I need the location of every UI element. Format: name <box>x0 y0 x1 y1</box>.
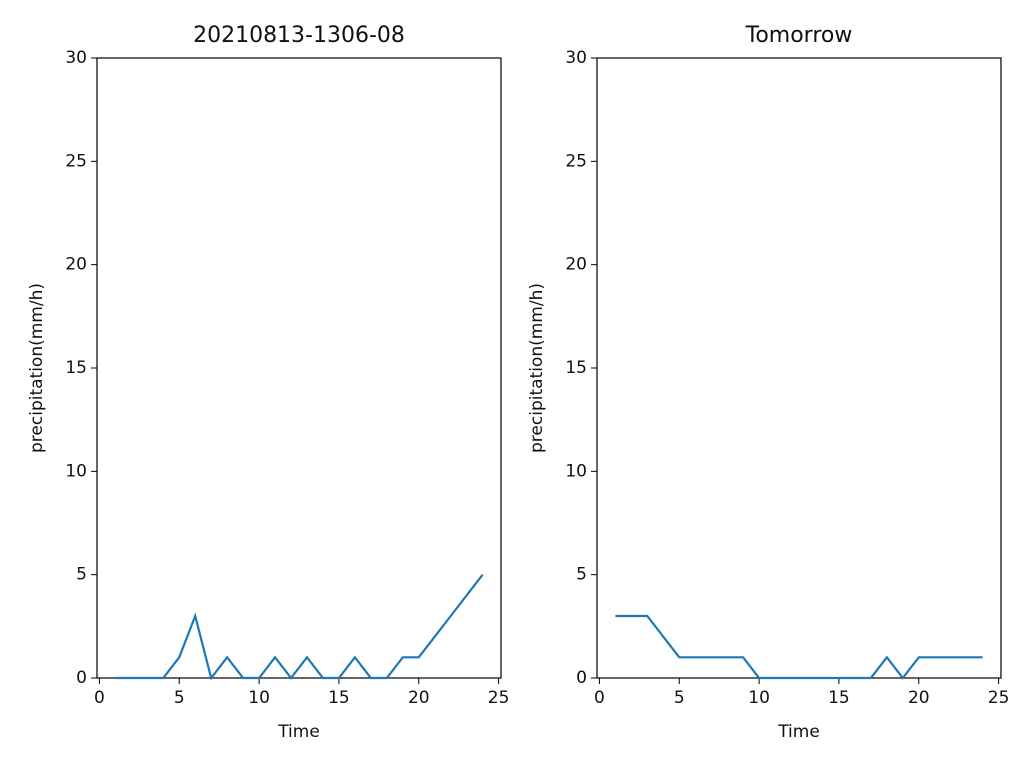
y-tick-label: 5 <box>76 565 87 585</box>
x-tick-label: 10 <box>748 688 770 708</box>
y-tick-label: 10 <box>65 461 87 481</box>
y-axis-label: precipitation(mm/h) <box>527 283 547 453</box>
x-tick-label: 15 <box>828 688 850 708</box>
x-tick-label: 5 <box>674 688 685 708</box>
x-axis-label: Time <box>277 722 320 742</box>
y-tick-label: 30 <box>65 48 87 68</box>
chart-title: 20210813-1306-08 <box>193 23 405 48</box>
plot-frame <box>596 57 1002 679</box>
x-tick-label: 20 <box>408 688 430 708</box>
y-tick-label: 5 <box>576 565 587 585</box>
x-tick-label: 20 <box>908 688 930 708</box>
x-tick-label: 5 <box>174 688 185 708</box>
x-tick-label: 25 <box>988 688 1010 708</box>
x-tick-label: 0 <box>594 688 605 708</box>
data-line <box>115 573 484 681</box>
y-tick-label: 15 <box>565 358 587 378</box>
y-tick-label: 20 <box>565 255 587 275</box>
y-tick-label: 30 <box>565 48 587 68</box>
y-tick-label: 0 <box>576 668 587 688</box>
y-tick-label: 20 <box>65 255 87 275</box>
y-axis-label: precipitation(mm/h) <box>27 283 47 453</box>
y-tick-label: 0 <box>76 668 87 688</box>
x-tick-label: 0 <box>94 688 105 708</box>
x-tick-label: 15 <box>328 688 350 708</box>
x-tick-label: 10 <box>248 688 270 708</box>
x-axis-label: Time <box>777 722 820 742</box>
chart-title: Tomorrow <box>745 23 853 48</box>
y-tick-label: 25 <box>65 151 87 171</box>
y-tick-label: 25 <box>565 151 587 171</box>
plot-frame <box>96 57 502 679</box>
data-line <box>615 614 983 680</box>
y-tick-label: 10 <box>565 461 587 481</box>
y-tick-label: 15 <box>65 358 87 378</box>
x-tick-label: 25 <box>488 688 510 708</box>
